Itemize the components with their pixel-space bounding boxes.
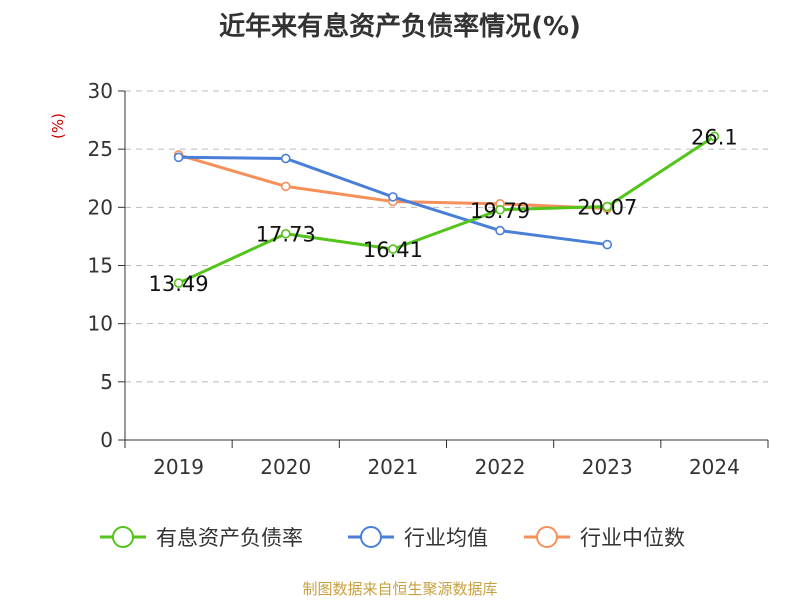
data-label: 13.49 — [149, 272, 209, 296]
legend-label: 行业均值 — [404, 526, 488, 550]
y-tick-label: 15 — [88, 254, 113, 278]
legend-label: 行业中位数 — [580, 526, 685, 550]
data-point-1 — [602, 239, 613, 250]
data-point-0 — [709, 131, 720, 142]
data-point-1 — [495, 225, 505, 236]
source-note: 制图数据来自恒生聚源数据库 — [302, 580, 498, 598]
data-point-0 — [280, 228, 291, 239]
legend-marker-0 — [112, 526, 134, 548]
data-label: 17.73 — [256, 223, 316, 247]
data-point-0 — [173, 278, 184, 288]
data-point-1 — [173, 152, 184, 163]
x-tick-label: 2024 — [689, 455, 740, 479]
x-tick-label: 2020 — [260, 455, 311, 479]
legend-marker-1 — [360, 526, 382, 548]
y-axis-label: (%) — [49, 113, 67, 139]
data-point-1 — [388, 192, 398, 202]
grid-lines — [125, 90, 768, 383]
legend-marker-2 — [536, 526, 558, 548]
data-label: 19.79 — [470, 199, 530, 223]
data-label: 26.1 — [691, 125, 738, 149]
chart-title: 近年来有息资产负债率情况(%) — [219, 12, 581, 42]
legend: 有息资产负债率 行业均值 行业中位数 — [100, 526, 685, 550]
data-point-2 — [280, 181, 291, 192]
x-tick-label: 2022 — [475, 455, 526, 479]
data-point-1 — [280, 153, 291, 164]
y-tick-label: 5 — [100, 370, 113, 394]
axes: 0 5 10 15 20 25 30 2019 2020 2021 2022 2023 2024 (%) — [49, 79, 769, 479]
data-label: 20.07 — [577, 196, 637, 220]
data-labels: 13.49 17.73 16.41 19.79 20.07 26.1 — [149, 125, 738, 296]
y-tick-label: 30 — [88, 79, 113, 103]
data-point-0 — [388, 244, 398, 254]
data-label: 16.41 — [363, 238, 423, 262]
series-lines — [173, 131, 720, 288]
y-tick-label: 20 — [88, 195, 113, 219]
data-point-0 — [495, 204, 505, 215]
legend-label: 有息资产负债率 — [156, 526, 303, 550]
data-point-0 — [602, 201, 613, 212]
y-tick-label: 25 — [88, 137, 113, 161]
x-tick-label: 2019 — [153, 455, 204, 479]
x-tick-label: 2021 — [367, 455, 418, 479]
y-tick-label: 0 — [100, 428, 113, 452]
y-tick-label: 10 — [88, 312, 113, 336]
x-tick-label: 2023 — [582, 455, 633, 479]
series-line-0 — [177, 135, 716, 285]
